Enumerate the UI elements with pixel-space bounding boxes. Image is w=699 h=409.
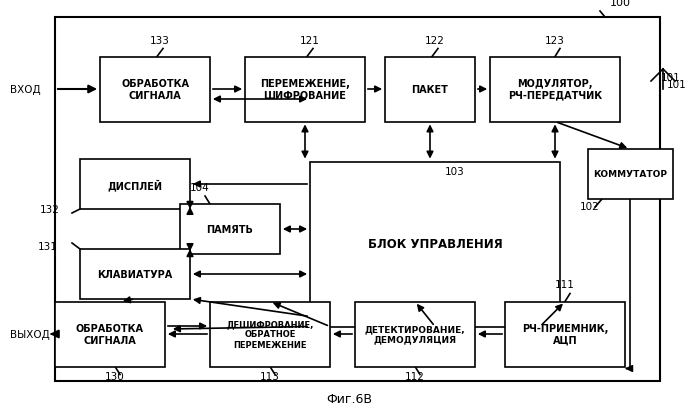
Text: 111: 111 [555,280,575,290]
Text: 123: 123 [545,36,565,45]
Text: ОБРАБОТКА
СИГНАЛА: ОБРАБОТКА СИГНАЛА [121,79,189,101]
Text: РЧ-ПРИЕМНИК,
АЦП: РЧ-ПРИЕМНИК, АЦП [522,324,608,345]
Bar [100,57,210,122]
Text: ПАКЕТ: ПАКЕТ [412,85,449,95]
Text: 101: 101 [667,80,686,90]
Text: 121: 121 [300,36,320,45]
Text: 131: 131 [38,241,58,252]
Text: МОДУЛЯТОР,
РЧ-ПЕРЕДАТЧИК: МОДУЛЯТОР, РЧ-ПЕРЕДАТЧИК [508,79,602,101]
Bar [55,302,165,366]
Text: ДЕТЕКТИРОВАНИЕ,
ДЕМОДУЛЯЦИЯ: ДЕТЕКТИРОВАНИЕ, ДЕМОДУЛЯЦИЯ [365,324,466,344]
Bar [310,162,560,327]
Text: ВХОД: ВХОД [10,85,41,95]
Text: 103: 103 [445,167,465,177]
Text: ДИСПЛЕЙ: ДИСПЛЕЙ [108,179,162,191]
Text: Фиг.6В: Фиг.6В [326,393,372,405]
Text: КОММУТАТОР: КОММУТАТОР [593,170,667,179]
Text: ВЫХОД: ВЫХОД [10,329,50,339]
Text: КЛАВИАТУРА: КЛАВИАТУРА [97,270,173,279]
Bar [210,302,330,366]
Text: 102: 102 [580,202,600,211]
Bar [180,204,280,254]
Text: 133: 133 [150,36,170,45]
Text: 132: 132 [40,204,60,214]
Text: 112: 112 [405,372,425,382]
Text: ОБРАБОТКА
СИГНАЛА: ОБРАБОТКА СИГНАЛА [76,324,144,345]
Bar [55,18,660,381]
Bar [505,302,625,366]
Bar [385,57,475,122]
Text: ДЕШИФРОВАНИЕ,
ОБРАТНОЕ
ПЕРЕМЕЖЕНИЕ: ДЕШИФРОВАНИЕ, ОБРАТНОЕ ПЕРЕМЕЖЕНИЕ [226,319,314,349]
Bar [245,57,365,122]
Text: ПЕРЕМЕЖЕНИЕ,
ШИФРОВАНИЕ: ПЕРЕМЕЖЕНИЕ, ШИФРОВАНИЕ [260,79,350,101]
Bar [490,57,620,122]
Text: БЛОК УПРАВЛЕНИЯ: БЛОК УПРАВЛЕНИЯ [368,238,503,251]
Text: 113: 113 [260,372,280,382]
Text: 122: 122 [425,36,445,45]
Bar [80,160,190,209]
Bar [587,150,672,200]
Text: 101: 101 [661,73,681,83]
Text: 104: 104 [190,182,210,193]
Bar [80,249,190,299]
Text: 100: 100 [610,0,631,8]
Bar [355,302,475,366]
Text: ПАМЯТЬ: ПАМЯТЬ [207,225,254,234]
Text: 130: 130 [105,372,124,382]
